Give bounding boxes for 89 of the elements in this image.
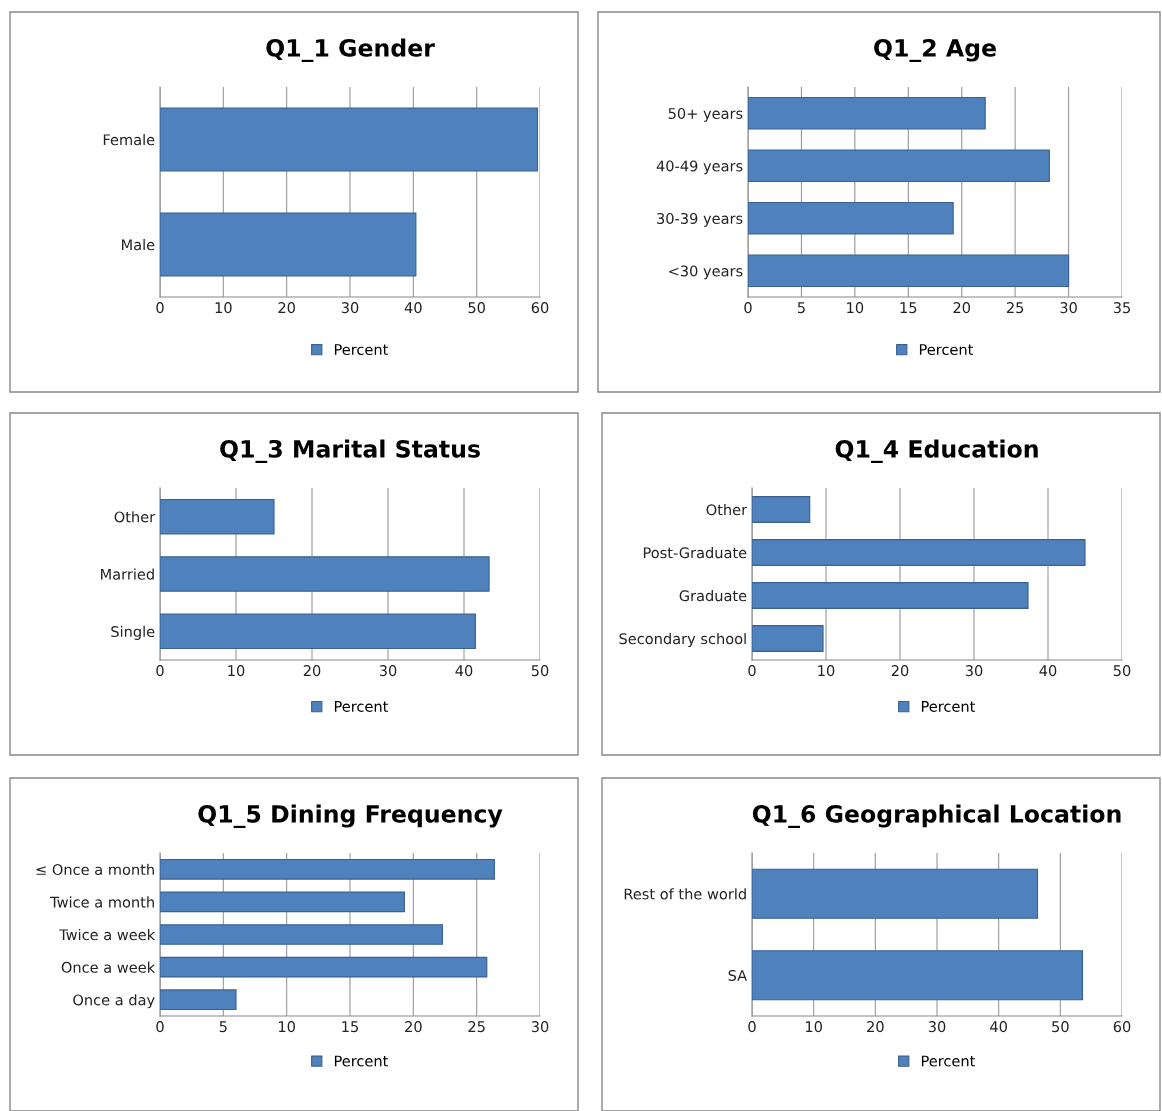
y-tick-label: Male	[122, 238, 155, 251]
x-tick-label: 40	[404, 302, 422, 314]
x-tick-label: 30	[965, 665, 983, 677]
y-tick-label: Married	[101, 568, 154, 580]
x-tick-label: 0	[156, 1021, 164, 1033]
x-tick-label: 40	[990, 1021, 1007, 1033]
bar	[160, 891, 406, 913]
x-tick-label: 30	[928, 1021, 946, 1033]
bar	[160, 613, 476, 650]
x-tick-label: 10	[847, 302, 864, 314]
y-tick-label: <30 years	[669, 265, 743, 280]
bar	[752, 625, 824, 652]
x-tick-label: 30	[379, 665, 397, 677]
y-tick-label: Female	[103, 133, 155, 146]
legend-label: Percent	[334, 344, 389, 356]
y-tick-label: 40-49 years	[656, 160, 743, 175]
x-tick-label: 30	[1060, 302, 1077, 314]
y-tick-label: Other	[706, 503, 748, 516]
x-tick-label: 20	[303, 665, 321, 677]
x-tick-label: 20	[278, 302, 295, 314]
x-tick-label: 25	[468, 1021, 485, 1033]
x-tick-label: 15	[342, 1021, 358, 1033]
y-tick-label: SA	[728, 969, 748, 981]
x-tick-label: 0	[748, 665, 756, 677]
chart-title: Q1_3 Marital Status	[220, 439, 480, 464]
y-tick-label: Once a week	[61, 961, 156, 973]
y-tick-label: Other	[114, 511, 156, 523]
y-tick-label: Post-Graduate	[643, 546, 747, 559]
x-tick-label: 5	[797, 302, 805, 314]
bar	[160, 956, 488, 978]
bar	[748, 254, 1070, 288]
x-tick-label: 15	[900, 302, 917, 314]
x-tick-label: 40	[1039, 665, 1057, 677]
bar	[160, 858, 495, 880]
x-tick-label: 10	[215, 302, 232, 314]
chart-title: Q1_1 Gender	[266, 38, 435, 63]
x-tick-label: 0	[744, 302, 752, 314]
x-tick-label: 50	[1113, 665, 1131, 677]
x-tick-label: 0	[156, 302, 164, 314]
y-tick-label: Single	[111, 625, 155, 640]
x-tick-label: 0	[156, 665, 164, 677]
x-tick-label: 10	[805, 1021, 822, 1033]
bar	[748, 96, 986, 130]
x-tick-label: 20	[891, 665, 909, 677]
legend-label: Percent	[921, 1055, 976, 1067]
x-tick-label: 30	[531, 1021, 549, 1033]
x-tick-label: 35	[1113, 302, 1130, 314]
bar	[752, 582, 1029, 609]
chart-title: Q1_5 Dining Frequency	[198, 804, 503, 829]
bar	[160, 924, 444, 945]
x-tick-label: 60	[1113, 1021, 1131, 1033]
bar	[748, 201, 954, 235]
y-tick-label: Graduate	[679, 589, 747, 602]
x-tick-label: 50	[1052, 1021, 1069, 1033]
chart-title: Q1_4 Education	[835, 439, 1038, 464]
bar	[752, 539, 1086, 566]
bar	[160, 498, 275, 535]
legend-label: Percent	[334, 701, 389, 712]
x-tick-label: 60	[531, 302, 549, 314]
bar	[748, 149, 1050, 183]
y-tick-label: ≤ Once a month	[36, 863, 154, 876]
chart-title: Q1_6 Geographical Location	[752, 804, 1121, 829]
x-tick-label: 25	[1006, 302, 1024, 314]
x-tick-label: 40	[455, 665, 473, 677]
x-tick-label: 0	[748, 1021, 756, 1033]
y-tick-label: 30-39 years	[657, 212, 743, 227]
legend-label: Percent	[921, 701, 976, 712]
legend-label: Percent	[334, 1055, 389, 1067]
y-tick-label: Twice a month	[50, 896, 154, 908]
x-tick-label: 10	[228, 665, 245, 677]
chart-title: Q1_2 Age	[874, 38, 996, 63]
x-tick-label: 20	[953, 302, 971, 314]
legend-label: Percent	[919, 344, 974, 356]
x-tick-label: 20	[867, 1021, 884, 1033]
x-tick-label: 10	[278, 1021, 295, 1033]
bar	[160, 556, 490, 592]
x-tick-label: 50	[531, 665, 549, 677]
y-tick-label: Rest of the world	[624, 888, 746, 900]
y-tick-label: Once a day	[73, 994, 155, 1009]
x-tick-label: 5	[219, 1021, 227, 1033]
x-tick-label: 30	[341, 302, 359, 314]
bar	[160, 989, 237, 1011]
bar	[752, 496, 811, 523]
x-tick-label: 10	[818, 665, 835, 677]
y-tick-label: 50+ years	[668, 107, 743, 122]
y-tick-label: Twice a week	[59, 928, 156, 941]
x-tick-label: 50	[468, 302, 485, 314]
x-tick-label: 20	[405, 1021, 422, 1033]
y-tick-label: Secondary school	[619, 632, 746, 648]
